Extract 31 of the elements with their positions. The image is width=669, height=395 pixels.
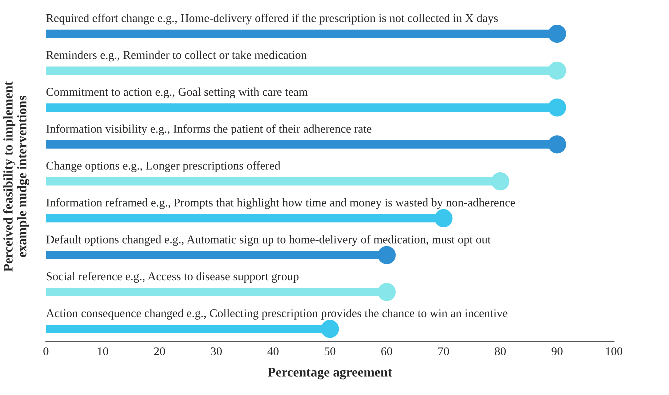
x-tick-label: 30	[211, 348, 222, 356]
y-tick-label: Information visibility e.g., Informs the patient of their adherence rate	[46, 124, 372, 136]
y-tick-label: Information reframed e.g., Prompts that highlight how time and money is wasted by non-adherence	[46, 198, 516, 210]
x-tick-label: 100	[606, 348, 623, 356]
x-tick-label: 60	[382, 348, 392, 356]
y-tick-label: Reminders e.g., Reminder to collect or take medication	[46, 50, 307, 62]
x-tick-label: 80	[495, 348, 506, 356]
x-tick-label: 90	[552, 348, 563, 356]
x-tick-label: 70	[438, 348, 450, 356]
x-tick-label: 50	[324, 348, 336, 356]
point	[321, 320, 340, 338]
x-tick-label: 0	[44, 348, 49, 356]
y-tick-label: Commitment to action e.g., Goal setting with care team	[46, 88, 308, 99]
y-tick-label: Action consequence changed e.g., Collecting prescription provides the chance to win an incentive	[46, 309, 508, 320]
x-tick-label: 40	[268, 348, 279, 356]
y-tick-label: Required effort change e.g., Home-delivery offered if the prescription is not collected in X days	[46, 14, 498, 25]
y-tick-label: Social reference e.g., Access to disease support group	[46, 272, 299, 284]
y-axis-title: Perceived feasibility to implement example nudge interventions	[3, 81, 30, 272]
point	[378, 283, 396, 302]
point	[434, 209, 453, 228]
point	[492, 172, 510, 191]
x-axis-title: Percentage agreement	[268, 368, 392, 380]
point	[378, 246, 396, 264]
point	[548, 24, 566, 44]
y-tick-label: Change options e.g., Longer prescriptions offered	[46, 161, 281, 172]
point	[548, 62, 566, 80]
point	[548, 136, 566, 154]
y-tick-label: Default options changed e.g., Automatic sign up to home-delivery of medication, must opt out	[46, 235, 492, 246]
point	[548, 98, 566, 117]
x-tick-label: 10	[98, 348, 108, 356]
x-tick-label: 20	[154, 348, 166, 356]
